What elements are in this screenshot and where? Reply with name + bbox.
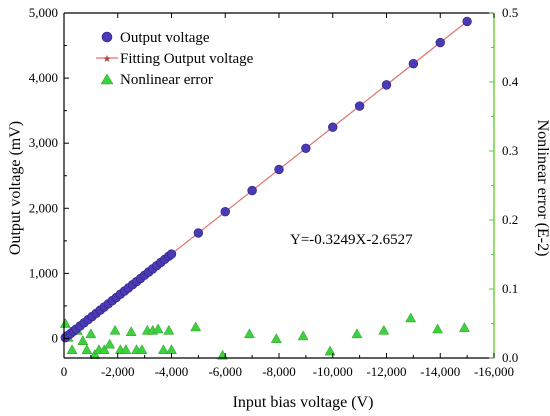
legend-nonlinear-error-marker <box>100 73 114 85</box>
nonlinear-error-point <box>432 323 443 334</box>
y2-tick-label: 0.4 <box>502 74 519 89</box>
y-tick-label: 5,000 <box>29 5 58 20</box>
x-tick-label: -8,000 <box>262 364 296 379</box>
y-tick-label: 3,000 <box>29 135 58 150</box>
nonlinear-error-point <box>125 326 137 337</box>
nonlinear-error-point <box>351 328 363 339</box>
nonlinear-error-point <box>459 322 470 332</box>
nonlinear-error-point <box>163 324 175 335</box>
nonlinear-error-point <box>166 344 177 354</box>
nonlinear-error-point <box>158 344 169 354</box>
nonlinear-error-layer <box>59 312 470 360</box>
x-tick-label: -14,000 <box>420 364 460 379</box>
x-axis-title: Input bias voltage (V) <box>233 394 374 411</box>
x-tick-label: -16,000 <box>474 364 514 379</box>
nonlinear-error-point <box>405 312 417 323</box>
nonlinear-error-point <box>59 317 71 328</box>
output-voltage-point <box>301 143 311 153</box>
y2-tick-label: 0.3 <box>502 143 518 158</box>
nonlinear-error-point <box>378 324 390 335</box>
y2-tick-label: 0.5 <box>502 5 518 20</box>
nonlinear-error-point <box>85 328 97 339</box>
output-voltage-point <box>381 80 392 90</box>
y2-tick-label: 0.0 <box>502 350 518 365</box>
legend: Output voltage ★ Fitting Output voltage … <box>96 30 254 88</box>
output-voltage-point <box>166 249 177 259</box>
x-tick-label: -4,000 <box>155 364 189 379</box>
x-tick-label: -6,000 <box>208 364 242 379</box>
nonlinear-error-point <box>152 323 164 334</box>
nonlinear-error-point <box>98 344 110 354</box>
y2-tick-label: 0.2 <box>502 212 518 227</box>
output-voltage-layer <box>60 16 472 343</box>
y-tick-label: 0 <box>52 330 59 345</box>
y2-axis-title: Nonlinear error (E-2) <box>534 120 550 257</box>
legend-fit-label: Fitting Output voltage <box>120 51 254 67</box>
axes-layer: 0 -2,000 -4,000 -6,000 -8,000 -10,000 -12,000-… <box>29 5 519 379</box>
nonlinear-error-point <box>244 328 255 339</box>
nonlinear-error-point <box>136 344 148 354</box>
y-tick-label: 4,000 <box>29 70 58 85</box>
legend-output-voltage-marker <box>101 31 113 43</box>
x-tick-label: -2,000 <box>101 364 135 379</box>
output-voltage-point <box>328 122 338 132</box>
output-voltage-point <box>220 207 230 217</box>
legend-nonlinear-error-label: Nonlinear error <box>120 72 213 88</box>
x-tick-label: -10,000 <box>313 364 353 379</box>
output-voltage-point <box>462 16 472 27</box>
nonlinear-error-point <box>104 338 116 349</box>
nonlinear-error-point <box>120 344 132 354</box>
nonlinear-error-point <box>324 345 336 356</box>
output-voltage-point <box>193 228 204 238</box>
nonlinear-error-point <box>270 333 282 343</box>
nonlinear-error-point <box>81 344 93 354</box>
output-voltage-point <box>247 185 257 196</box>
y-tick-label: 2,000 <box>29 200 58 215</box>
output-voltage-point <box>435 37 445 48</box>
nonlinear-error-point <box>190 321 202 332</box>
fit-equation-annotation: Y=-0.3249X-2.6527 <box>290 232 413 248</box>
nonlinear-error-point <box>109 324 121 335</box>
y-axis-title: Output voltage (mV) <box>7 121 24 255</box>
output-voltage-point <box>408 59 419 69</box>
legend-fit-marker: ★ <box>103 54 112 65</box>
y2-tick-label: 0.1 <box>502 281 518 296</box>
x-tick-label: -12,000 <box>366 364 406 379</box>
nonlinear-error-point <box>77 335 89 345</box>
legend-output-voltage-label: Output voltage <box>120 30 210 46</box>
nonlinear-error-point <box>297 330 309 341</box>
nonlinear-error-point <box>66 344 78 354</box>
output-voltage-point <box>354 101 365 111</box>
x-tick-label: 0 <box>61 364 68 379</box>
y-tick-label: 1,000 <box>29 265 58 280</box>
output-voltage-point <box>274 164 284 175</box>
